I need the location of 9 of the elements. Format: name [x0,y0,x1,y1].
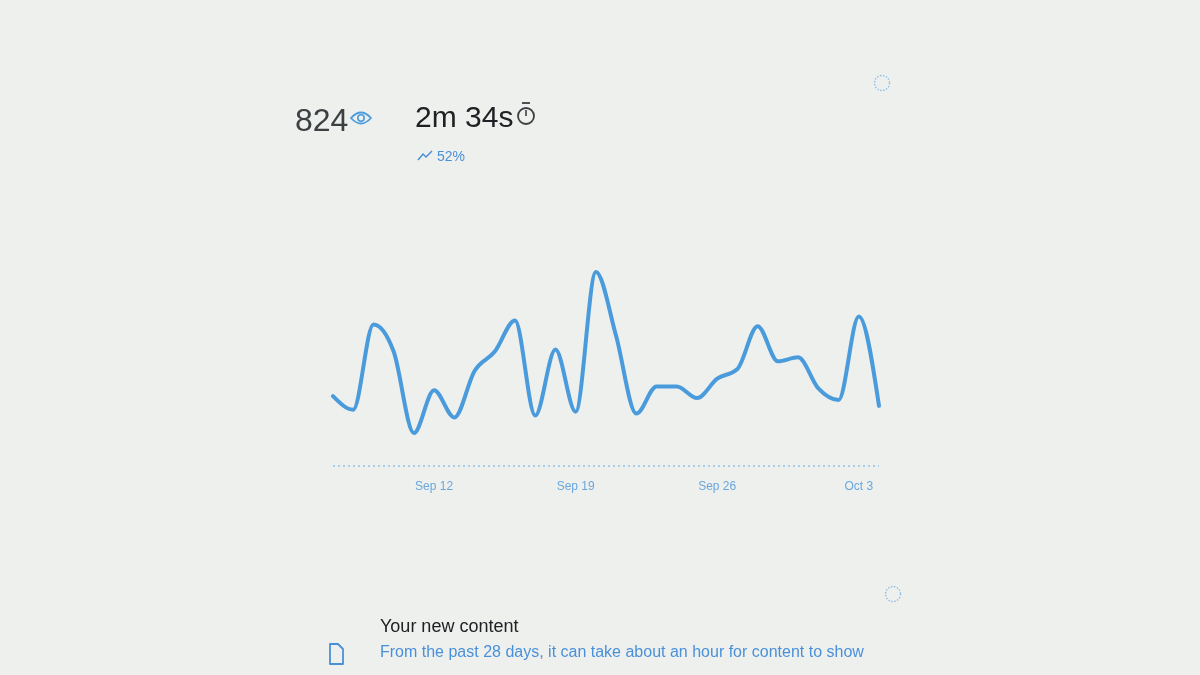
x-tick-label: Sep 26 [698,479,737,493]
text: 824 [295,102,349,138]
x-tick-label: Sep 12 [415,479,454,493]
text: 52% [437,148,466,164]
x-tick-label: Sep 19 [556,479,595,493]
text: 2m 34s [415,100,514,133]
text: Your new content [380,616,519,636]
x-tick-label: Oct 3 [844,479,874,493]
text: From the past 28 days, it can take about an hour for content to show [380,643,865,660]
